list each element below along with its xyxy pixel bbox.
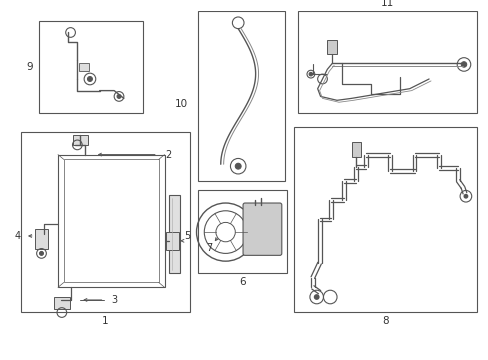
Bar	[326, 40, 336, 54]
Bar	[197, 11, 284, 181]
Bar	[169, 195, 180, 273]
Text: 4: 4	[15, 231, 21, 241]
Bar	[351, 142, 361, 157]
Circle shape	[235, 163, 241, 169]
Bar	[298, 11, 476, 113]
Text: 10: 10	[174, 99, 187, 109]
Circle shape	[87, 77, 92, 81]
Text: 9: 9	[26, 62, 33, 72]
Text: 2: 2	[165, 149, 171, 159]
Text: 5: 5	[183, 231, 190, 241]
Bar	[197, 190, 286, 273]
Bar	[21, 132, 189, 311]
Circle shape	[463, 194, 468, 199]
Circle shape	[117, 94, 121, 98]
Circle shape	[40, 252, 43, 255]
Bar	[165, 232, 179, 249]
Bar	[39, 21, 143, 113]
Circle shape	[308, 72, 312, 76]
Text: 3: 3	[111, 295, 117, 305]
Text: 6: 6	[238, 278, 245, 288]
Text: 11: 11	[380, 0, 393, 8]
Text: 1: 1	[102, 316, 108, 326]
Text: 8: 8	[382, 316, 388, 326]
Bar	[35, 229, 48, 248]
Bar	[294, 127, 476, 311]
Bar	[72, 135, 88, 145]
Text: 7: 7	[205, 243, 212, 253]
Circle shape	[313, 294, 319, 300]
FancyBboxPatch shape	[243, 203, 281, 255]
Bar	[54, 297, 69, 309]
Bar	[79, 63, 89, 71]
Circle shape	[460, 62, 466, 67]
